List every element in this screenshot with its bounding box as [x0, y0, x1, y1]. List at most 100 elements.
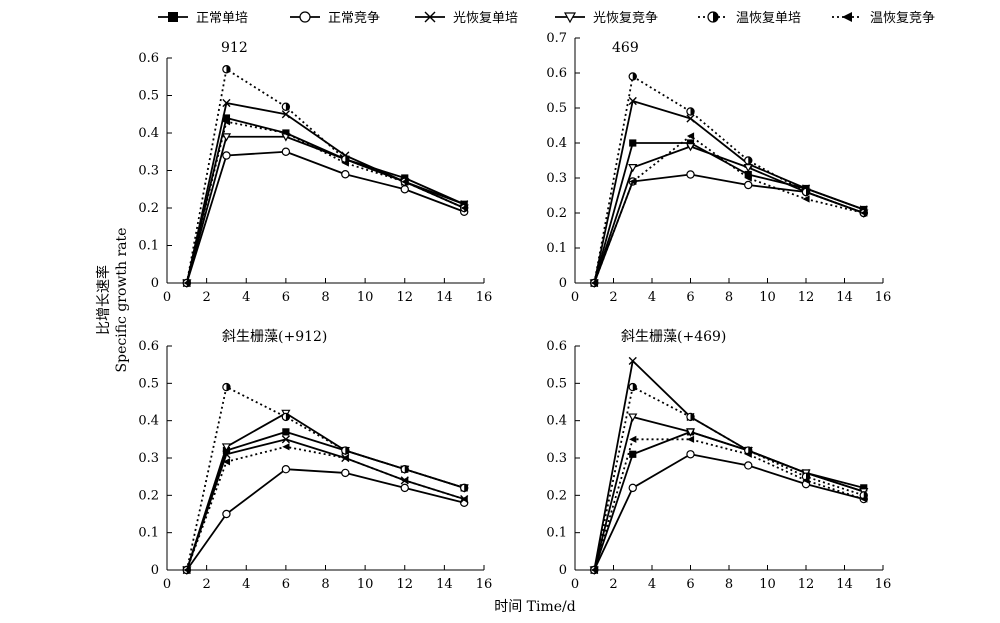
- data-point: [686, 132, 695, 140]
- data-point: [744, 450, 752, 458]
- marker-triangle-left: [744, 450, 752, 458]
- y-tick-label: 0.5: [138, 89, 159, 104]
- y-tick-label: 0.2: [546, 206, 567, 221]
- data-point: [281, 465, 291, 474]
- chart-panel: 0 0.1 0.2 0.3 0.4 0.5 0.6 0 2 4 6 8 10 12 14 16 912: [138, 40, 492, 305]
- data-point: [341, 170, 350, 179]
- legend-item: 正常竞争: [290, 10, 380, 26]
- marker-circle: [628, 483, 637, 493]
- legend-item: 温恢复单培: [698, 10, 801, 26]
- data-point: [183, 279, 191, 287]
- data-point: [686, 114, 695, 123]
- marker-circle: [400, 185, 409, 194]
- data-point: [686, 139, 695, 147]
- marker-triangle-down: [221, 133, 232, 142]
- x-tick-label: 6: [282, 290, 290, 305]
- data-point: [629, 139, 637, 147]
- data-point: [282, 443, 290, 451]
- data-point: [590, 279, 598, 287]
- y-tick-label: 0.3: [138, 451, 159, 466]
- marker-circle-half-fill: [226, 65, 231, 73]
- marker-circle: [744, 461, 753, 470]
- series-line: [593, 360, 865, 571]
- data-point: [629, 177, 637, 186]
- marker-circle-half-fill: [226, 383, 231, 391]
- x-tick-label: 0: [163, 290, 171, 305]
- y-tick-label: 0: [151, 276, 159, 291]
- marker-triangle-left: [183, 566, 191, 574]
- y-tick-label: 0.4: [138, 126, 159, 141]
- series-line: [185, 150, 465, 284]
- x-tick-label: 12: [798, 577, 815, 592]
- y-tick-label: 0: [151, 563, 159, 578]
- marker-square: [282, 428, 290, 436]
- marker-triangle-left: [629, 435, 637, 443]
- x-tick-label: 2: [202, 577, 210, 592]
- marker-triangle-left: [401, 476, 409, 484]
- marker-triangle-left: [341, 454, 349, 462]
- data-point: [860, 209, 868, 217]
- y-tick-label: 0.2: [546, 488, 567, 503]
- x-tick-label: 0: [163, 577, 171, 592]
- data-point: [222, 458, 231, 466]
- y-tick-label: 0.6: [138, 51, 159, 66]
- data-point: [221, 133, 232, 142]
- data-point: [685, 143, 696, 152]
- y-tick-label: 0.5: [546, 101, 567, 116]
- legend: 正常单培 正常竞争 光恢复单培 光恢复竞争 温恢复单培 温恢复竞争: [158, 10, 935, 26]
- marker-triangle-left: [629, 177, 637, 186]
- marker-triangle-left: [401, 178, 409, 186]
- data-point: [686, 107, 695, 116]
- series-line: [593, 453, 864, 571]
- marker-triangle-left: [460, 204, 468, 212]
- legend-item: 温恢复竞争: [832, 10, 935, 26]
- x-tick-label: 6: [686, 577, 694, 592]
- legend-label: 温恢复竞争: [870, 10, 935, 26]
- marker-square: [629, 139, 637, 147]
- x-tick-label: 10: [357, 577, 374, 592]
- marker-triangle-left: [590, 279, 598, 287]
- legend-marker: [299, 11, 311, 23]
- y-tick-label: 0.2: [138, 488, 159, 503]
- x-axis-title: 时间 Time/d: [494, 599, 576, 615]
- x-tick-label: 14: [436, 290, 453, 305]
- marker-circle: [341, 170, 350, 179]
- marker-triangle-left: [744, 174, 752, 182]
- marker-triangle-left: [860, 495, 868, 503]
- data-point: [801, 187, 811, 197]
- panel-title: 斜生栅藻(+469): [621, 329, 726, 345]
- data-point: [222, 114, 231, 122]
- marker-x-stroke: [424, 11, 436, 23]
- marker-circle: [744, 180, 753, 190]
- marker-square: [860, 484, 868, 492]
- data-point: [401, 178, 409, 186]
- data-point: [222, 65, 231, 74]
- data-point: [686, 435, 695, 443]
- y-tick-label: 0.4: [546, 136, 567, 151]
- data-point: [459, 483, 469, 493]
- x-tick-label: 6: [282, 577, 290, 592]
- y-tick-label: 0.1: [546, 241, 567, 256]
- marker-triangle-left: [183, 279, 191, 287]
- marker-triangle-left: [686, 435, 695, 443]
- data-point: [460, 495, 468, 503]
- y-tick-label: 0.6: [138, 339, 159, 354]
- marker-x-stroke: [628, 96, 637, 106]
- y-tick-label: 0.1: [138, 239, 159, 254]
- data-point: [744, 180, 753, 190]
- marker-square: [744, 170, 752, 179]
- series-line: [593, 438, 865, 571]
- x-tick-label: 2: [609, 290, 617, 305]
- x-tick-label: 16: [476, 290, 493, 305]
- y-tick-label: 0.4: [138, 414, 159, 429]
- legend-marker: [168, 12, 178, 22]
- marker-circle: [686, 450, 695, 459]
- data-point: [802, 195, 810, 203]
- data-point: [628, 483, 637, 493]
- data-point: [281, 412, 291, 422]
- x-tick-label: 12: [798, 290, 815, 305]
- x-tick-label: 10: [759, 577, 776, 592]
- data-point: [744, 174, 752, 182]
- y-tick-label: 0.1: [138, 526, 159, 541]
- marker-triangle-down: [221, 443, 232, 452]
